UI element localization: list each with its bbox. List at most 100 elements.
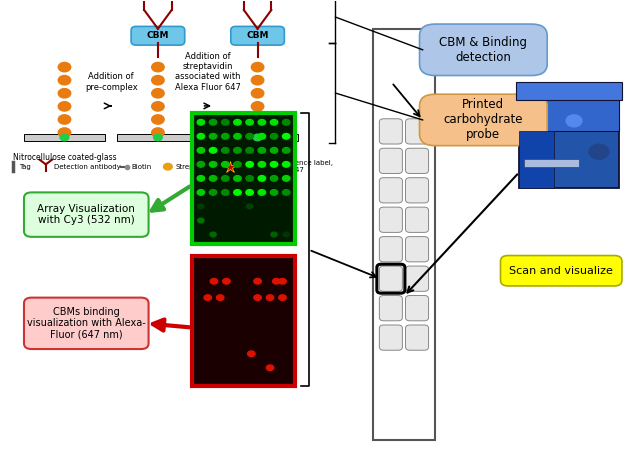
- Circle shape: [270, 175, 278, 181]
- Text: Streptavidin: Streptavidin: [175, 164, 218, 170]
- FancyBboxPatch shape: [379, 266, 403, 291]
- Circle shape: [209, 120, 217, 125]
- Circle shape: [209, 175, 217, 181]
- Text: CBM: CBM: [147, 31, 169, 40]
- FancyBboxPatch shape: [379, 207, 403, 233]
- Circle shape: [222, 120, 229, 125]
- Circle shape: [197, 134, 205, 139]
- FancyBboxPatch shape: [406, 207, 428, 233]
- Bar: [217, 134, 298, 141]
- Bar: [192, 256, 295, 386]
- Circle shape: [210, 279, 217, 284]
- Text: CBM & Binding
detection: CBM & Binding detection: [439, 36, 527, 64]
- FancyBboxPatch shape: [379, 295, 403, 321]
- FancyBboxPatch shape: [501, 256, 622, 286]
- Circle shape: [152, 102, 164, 111]
- Circle shape: [279, 279, 286, 284]
- Circle shape: [197, 148, 205, 153]
- FancyBboxPatch shape: [406, 178, 428, 203]
- Circle shape: [152, 128, 164, 137]
- Circle shape: [152, 62, 164, 72]
- Circle shape: [209, 189, 217, 195]
- Circle shape: [589, 144, 609, 159]
- Circle shape: [272, 279, 280, 284]
- Circle shape: [197, 161, 205, 167]
- Circle shape: [222, 175, 229, 181]
- Circle shape: [58, 62, 71, 72]
- Circle shape: [283, 148, 290, 153]
- Circle shape: [279, 295, 286, 301]
- FancyBboxPatch shape: [420, 94, 547, 146]
- Circle shape: [234, 161, 241, 167]
- Circle shape: [154, 134, 162, 141]
- Circle shape: [152, 115, 164, 124]
- Circle shape: [258, 161, 265, 167]
- FancyBboxPatch shape: [406, 236, 428, 262]
- Circle shape: [217, 295, 224, 301]
- Circle shape: [234, 120, 241, 125]
- FancyBboxPatch shape: [131, 26, 185, 45]
- Circle shape: [254, 295, 261, 301]
- Text: Addition of
pre-complex: Addition of pre-complex: [85, 73, 138, 92]
- Circle shape: [209, 134, 217, 139]
- Circle shape: [58, 115, 71, 124]
- Circle shape: [246, 204, 253, 209]
- Circle shape: [246, 189, 253, 195]
- Circle shape: [234, 189, 241, 195]
- Circle shape: [258, 148, 265, 153]
- Text: Nitrocellulose coated-glass: Nitrocellulose coated-glass: [13, 153, 116, 162]
- Circle shape: [209, 148, 217, 153]
- Circle shape: [58, 102, 71, 111]
- Bar: [24, 134, 105, 141]
- Bar: [118, 134, 198, 141]
- Circle shape: [283, 134, 290, 139]
- Text: CBM: CBM: [246, 31, 269, 40]
- FancyBboxPatch shape: [406, 295, 428, 321]
- Circle shape: [254, 279, 261, 284]
- Circle shape: [210, 232, 216, 237]
- Circle shape: [566, 115, 582, 127]
- Circle shape: [252, 76, 264, 85]
- Circle shape: [222, 161, 229, 167]
- Circle shape: [252, 62, 264, 72]
- Circle shape: [164, 163, 173, 170]
- Circle shape: [252, 89, 264, 98]
- Bar: [519, 85, 619, 131]
- Circle shape: [258, 175, 265, 181]
- Circle shape: [204, 295, 212, 301]
- FancyBboxPatch shape: [406, 119, 428, 144]
- Circle shape: [283, 189, 290, 195]
- Circle shape: [222, 148, 229, 153]
- Text: Printed
carbohydrate
probe: Printed carbohydrate probe: [444, 98, 523, 142]
- Bar: [519, 131, 554, 188]
- FancyBboxPatch shape: [24, 298, 149, 349]
- Bar: [524, 159, 579, 167]
- Circle shape: [258, 134, 265, 139]
- Circle shape: [198, 204, 204, 209]
- Bar: [192, 113, 295, 244]
- FancyBboxPatch shape: [420, 24, 547, 76]
- Circle shape: [266, 365, 274, 371]
- Circle shape: [271, 232, 277, 237]
- Circle shape: [252, 128, 264, 137]
- Circle shape: [197, 175, 205, 181]
- Text: Tag: Tag: [19, 164, 31, 170]
- Text: CBMs binding
visualization with Alexa-
Fluor (647 nm): CBMs binding visualization with Alexa- F…: [27, 307, 145, 340]
- Circle shape: [270, 189, 278, 195]
- Circle shape: [283, 120, 290, 125]
- FancyBboxPatch shape: [379, 178, 403, 203]
- Text: Array Visualization
with Cy3 (532 nm): Array Visualization with Cy3 (532 nm): [37, 204, 135, 226]
- Bar: [516, 82, 622, 100]
- Circle shape: [246, 148, 253, 153]
- Circle shape: [198, 218, 204, 223]
- Circle shape: [152, 89, 164, 98]
- Circle shape: [222, 189, 229, 195]
- FancyBboxPatch shape: [406, 148, 428, 174]
- Circle shape: [58, 128, 71, 137]
- Circle shape: [152, 76, 164, 85]
- Circle shape: [266, 295, 274, 301]
- Circle shape: [246, 134, 253, 139]
- Circle shape: [283, 232, 289, 237]
- Circle shape: [283, 161, 290, 167]
- FancyBboxPatch shape: [379, 148, 403, 174]
